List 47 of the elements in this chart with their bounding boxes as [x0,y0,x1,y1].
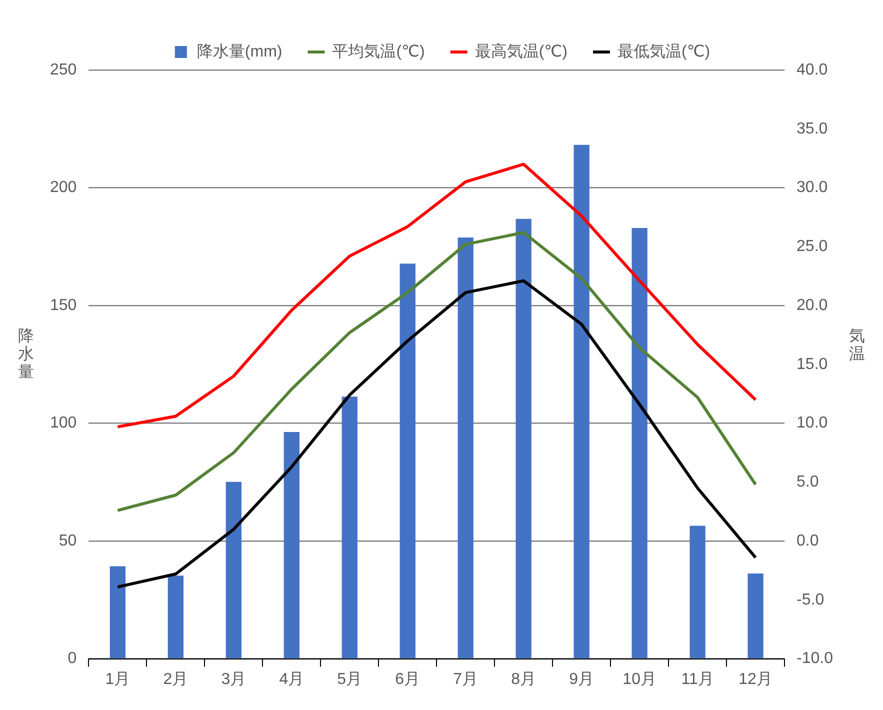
legend-label: 平均気温(℃) [332,43,425,60]
bar [342,396,358,658]
x-tick-label: 12月 [738,670,772,688]
bar [110,566,126,658]
y-tick-label: 50 [58,532,77,550]
y-tick-label: 0 [68,650,77,668]
y2-tick-label: 40.0 [796,61,828,78]
bar [226,482,242,658]
y2-tick-label: 15.0 [796,356,828,373]
legend-label: 最高気温(℃) [474,42,568,60]
x-tick-label: 9月 [569,670,594,688]
y2-tick-label: 35.0 [796,120,828,138]
bar [458,237,474,658]
y2-tick-label: 5.0 [796,474,819,491]
y2-tick-label: -5.0 [796,591,824,608]
y2-tick-label: 10.0 [796,414,828,432]
bar [168,576,184,658]
bar [574,144,590,658]
x-tick-label: 2月 [163,670,188,688]
x-tick-label: 5月 [337,670,362,688]
x-tick-label: 11月 [681,670,714,688]
x-tick-label: 3月 [221,670,246,688]
x-tick-label: 1月 [105,670,130,688]
y-axis-title: 降水量 [18,328,34,382]
bar [632,228,648,658]
y2-tick-label: 30.0 [796,179,828,196]
x-tick-label: 4月 [279,670,304,688]
x-tick-label: 6月 [395,670,420,688]
legend-label: 最低気温(℃) [617,43,710,60]
legend-label: 降水量(mm) [196,42,282,60]
y2-tick-label: 0.0 [796,532,819,550]
x-tick-label: 8月 [511,670,536,688]
y-tick-label: 250 [50,61,77,78]
bar [748,574,764,658]
y-tick-label: 150 [50,296,77,314]
x-tick-label: 10月 [622,670,656,688]
bar [516,218,532,658]
y-tick-label: 100 [50,414,77,432]
bar [690,526,706,658]
y-tick-label: 200 [50,179,77,196]
y2-axis-title: 気温 [849,328,865,364]
y2-tick-label: -10.0 [796,650,834,668]
x-tick-label: 7月 [453,670,478,688]
bar [284,432,300,658]
y2-tick-label: 20.0 [796,296,828,314]
y2-tick-label: 25.0 [796,238,828,256]
bar [400,264,416,658]
